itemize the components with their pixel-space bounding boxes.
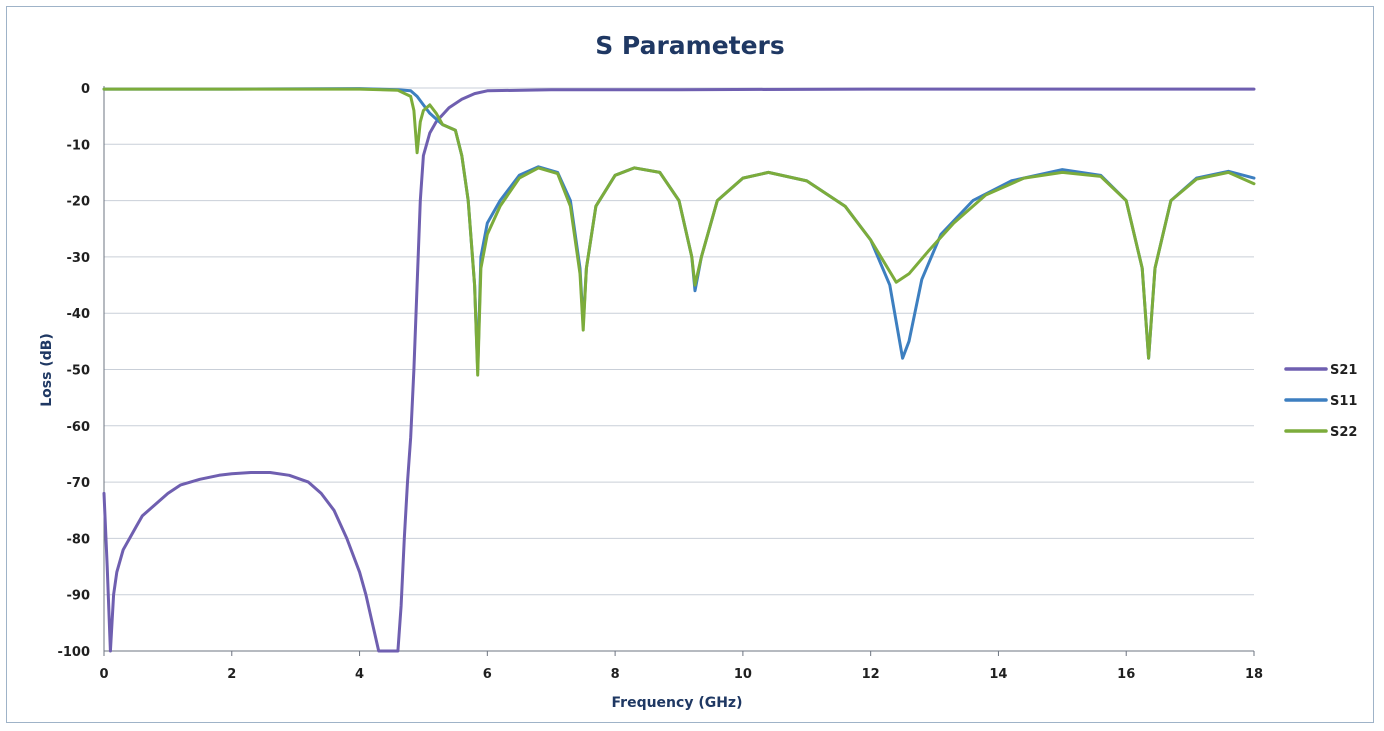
y-axis-label: Loss (dB) <box>39 333 55 407</box>
y-tick-label: -90 <box>67 589 91 604</box>
y-tick-label: -20 <box>67 195 91 210</box>
chart-frame <box>6 6 1374 723</box>
x-tick-label: 4 <box>355 667 364 682</box>
y-tick-label: -30 <box>67 251 91 266</box>
y-tick-labels: 0 -10 -20 -30 -40 -50 -60 -70 -80 -90 -100 <box>57 82 90 660</box>
series-line-s21 <box>102 87 1256 653</box>
series-line-s22 <box>102 87 1256 377</box>
series-lines <box>102 87 1256 653</box>
y-tick-label: -60 <box>67 420 91 435</box>
legend-label-s22: S22 <box>1330 425 1357 440</box>
legend-label-s11: S11 <box>1330 394 1357 409</box>
x-tick-label: 6 <box>483 667 492 682</box>
x-tick-labels: 0 2 4 6 8 10 12 14 16 18 <box>99 667 1263 682</box>
x-tick-label: 8 <box>611 667 620 682</box>
y-tick-label: -40 <box>67 307 91 322</box>
y-tick-label: -100 <box>57 645 90 660</box>
x-tick-label: 10 <box>734 667 752 682</box>
x-tick-label: 0 <box>99 667 108 682</box>
axes <box>103 86 1255 656</box>
y-tick-label: -80 <box>67 532 91 547</box>
x-tick-label: 16 <box>1117 667 1135 682</box>
y-tick-label: -10 <box>67 138 91 153</box>
x-tick-label: 14 <box>989 667 1007 682</box>
x-tick-label: 2 <box>227 667 236 682</box>
x-axis-label: Frequency (GHz) <box>612 695 743 711</box>
legend: S21 S11 S22 <box>1284 363 1357 440</box>
y-tick-label: 0 <box>81 82 90 97</box>
x-tick-label: 18 <box>1245 667 1263 682</box>
y-tick-label: -70 <box>67 476 91 491</box>
legend-label-s21: S21 <box>1330 363 1357 378</box>
chart-title: S Parameters <box>595 31 785 60</box>
x-tick-label: 12 <box>862 667 880 682</box>
y-tick-label: -50 <box>67 364 91 379</box>
series-line-s11 <box>102 87 1256 371</box>
